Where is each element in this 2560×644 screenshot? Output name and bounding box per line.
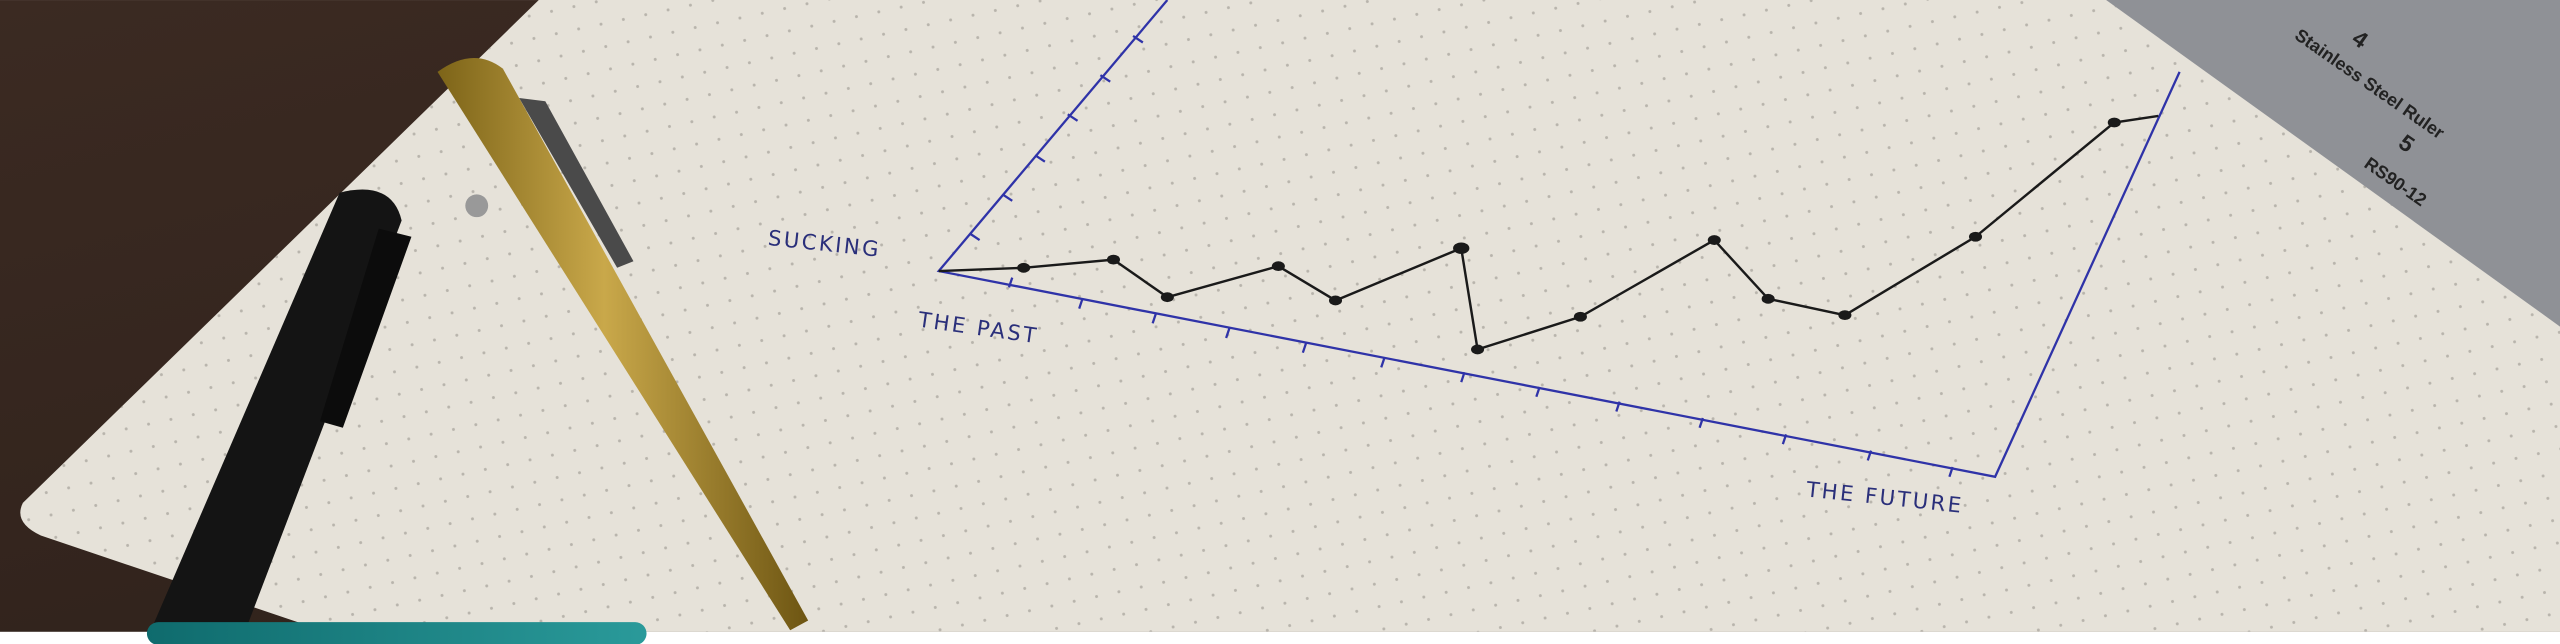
black-pen (150, 189, 412, 632)
axes (936, 0, 2181, 479)
line-sketch (938, 114, 2159, 355)
dot-grid (20, 0, 2560, 632)
gold-pen (437, 57, 809, 631)
accent-bar (146, 622, 647, 644)
ruler: Stainless Steel Ruler RS90-12 4 5 (2106, 0, 2560, 327)
